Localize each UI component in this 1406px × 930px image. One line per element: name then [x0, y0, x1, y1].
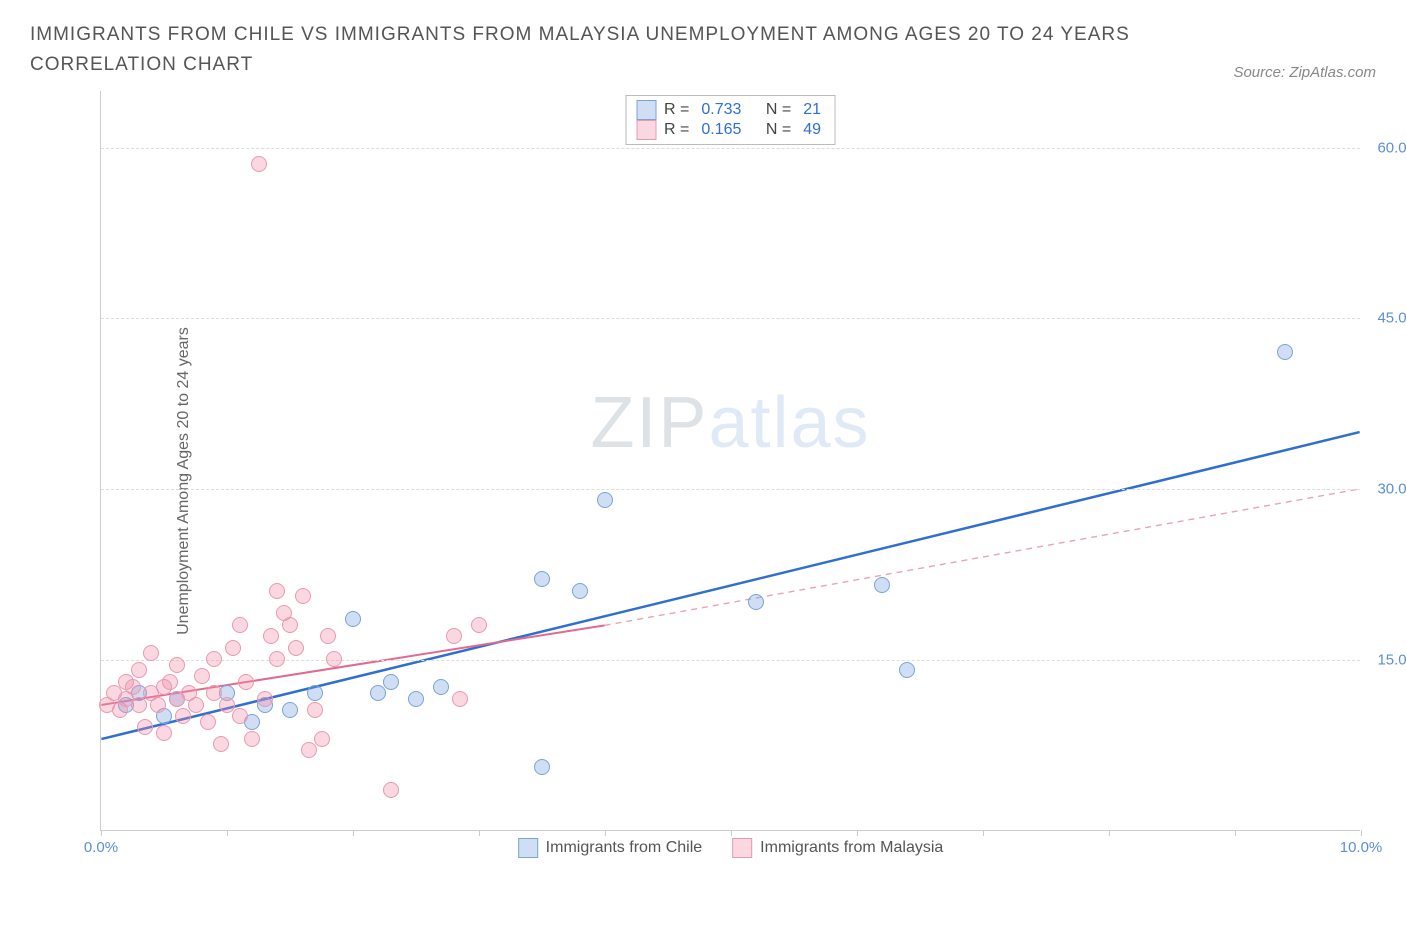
- y-tick-label: 45.0%: [1377, 310, 1406, 327]
- source-attribution: Source: ZipAtlas.com: [1233, 64, 1376, 81]
- swatch-chile: [518, 838, 538, 858]
- data-point-chile: [597, 492, 613, 508]
- data-point-malaysia: [150, 697, 166, 713]
- grid-line: [101, 318, 1360, 319]
- stats-row-malaysia: R = 0.165 N = 49: [636, 120, 825, 140]
- grid-line: [101, 489, 1360, 490]
- data-point-malaysia: [320, 628, 336, 644]
- plot-area: ZIPatlas R = 0.733 N = 21 R = 0.165 N = …: [100, 91, 1360, 831]
- data-point-chile: [408, 691, 424, 707]
- data-point-malaysia: [206, 651, 222, 667]
- swatch-chile: [636, 100, 656, 120]
- legend-label-chile: Immigrants from Chile: [546, 839, 702, 857]
- data-point-malaysia: [131, 697, 147, 713]
- legend-label-malaysia: Immigrants from Malaysia: [760, 839, 943, 857]
- x-tick: [479, 830, 480, 836]
- data-point-malaysia: [232, 708, 248, 724]
- data-point-malaysia: [232, 617, 248, 633]
- data-point-chile: [534, 759, 550, 775]
- n-value-malaysia: 49: [799, 121, 825, 139]
- data-point-chile: [433, 679, 449, 695]
- data-point-chile: [282, 702, 298, 718]
- r-value-chile: 0.733: [697, 101, 745, 119]
- r-value-malaysia: 0.165: [697, 121, 745, 139]
- x-tick: [731, 830, 732, 836]
- y-tick-label: 15.0%: [1377, 652, 1406, 669]
- data-point-malaysia: [244, 731, 260, 747]
- data-point-malaysia: [131, 662, 147, 678]
- data-point-chile: [370, 685, 386, 701]
- data-point-malaysia: [200, 714, 216, 730]
- data-point-chile: [345, 611, 361, 627]
- data-point-malaysia: [314, 731, 330, 747]
- swatch-malaysia: [732, 838, 752, 858]
- data-point-malaysia: [295, 588, 311, 604]
- watermark: ZIPatlas: [590, 382, 870, 464]
- trend-lines: [101, 91, 1360, 830]
- data-point-malaysia: [137, 719, 153, 735]
- data-point-malaysia: [301, 742, 317, 758]
- data-point-malaysia: [175, 708, 191, 724]
- data-point-malaysia: [471, 617, 487, 633]
- x-tick: [101, 830, 102, 836]
- data-point-malaysia: [446, 628, 462, 644]
- x-tick: [353, 830, 354, 836]
- data-point-malaysia: [263, 628, 279, 644]
- data-point-malaysia: [238, 674, 254, 690]
- x-tick: [605, 830, 606, 836]
- data-point-malaysia: [156, 725, 172, 741]
- x-tick: [1235, 830, 1236, 836]
- x-tick: [983, 830, 984, 836]
- data-point-malaysia: [162, 674, 178, 690]
- n-value-chile: 21: [799, 101, 825, 119]
- data-point-chile: [572, 583, 588, 599]
- data-point-malaysia: [169, 657, 185, 673]
- grid-line: [101, 148, 1360, 149]
- data-point-malaysia: [257, 691, 273, 707]
- x-tick: [227, 830, 228, 836]
- grid-line: [101, 660, 1360, 661]
- r-label: R =: [664, 121, 689, 139]
- data-point-malaysia: [143, 645, 159, 661]
- r-label: R =: [664, 101, 689, 119]
- data-point-malaysia: [251, 156, 267, 172]
- data-point-malaysia: [194, 668, 210, 684]
- data-point-chile: [874, 577, 890, 593]
- legend-item-malaysia: Immigrants from Malaysia: [732, 838, 943, 858]
- stats-legend: R = 0.733 N = 21 R = 0.165 N = 49: [625, 95, 836, 145]
- data-point-chile: [534, 571, 550, 587]
- data-point-chile: [307, 685, 323, 701]
- legend-item-chile: Immigrants from Chile: [518, 838, 702, 858]
- data-point-malaysia: [269, 583, 285, 599]
- x-tick-label: 0.0%: [84, 839, 118, 856]
- stats-row-chile: R = 0.733 N = 21: [636, 100, 825, 120]
- data-point-malaysia: [213, 736, 229, 752]
- data-point-malaysia: [188, 697, 204, 713]
- data-point-malaysia: [225, 640, 241, 656]
- data-point-chile: [899, 662, 915, 678]
- n-label: N =: [766, 121, 791, 139]
- x-tick: [857, 830, 858, 836]
- chart-title: IMMIGRANTS FROM CHILE VS IMMIGRANTS FROM…: [30, 20, 1130, 81]
- data-point-malaysia: [269, 651, 285, 667]
- x-tick: [1361, 830, 1362, 836]
- data-point-malaysia: [326, 651, 342, 667]
- data-point-malaysia: [125, 679, 141, 695]
- x-tick: [1109, 830, 1110, 836]
- x-tick-label: 10.0%: [1340, 839, 1383, 856]
- data-point-chile: [748, 594, 764, 610]
- data-point-malaysia: [288, 640, 304, 656]
- data-point-chile: [1277, 344, 1293, 360]
- data-point-malaysia: [452, 691, 468, 707]
- y-tick-label: 60.0%: [1377, 139, 1406, 156]
- chart-container: Unemployment Among Ages 20 to 24 years Z…: [40, 91, 1380, 871]
- swatch-malaysia: [636, 120, 656, 140]
- series-legend: Immigrants from Chile Immigrants from Ma…: [518, 838, 944, 858]
- data-point-malaysia: [307, 702, 323, 718]
- data-point-chile: [383, 674, 399, 690]
- data-point-malaysia: [282, 617, 298, 633]
- y-tick-label: 30.0%: [1377, 481, 1406, 498]
- n-label: N =: [766, 101, 791, 119]
- data-point-malaysia: [383, 782, 399, 798]
